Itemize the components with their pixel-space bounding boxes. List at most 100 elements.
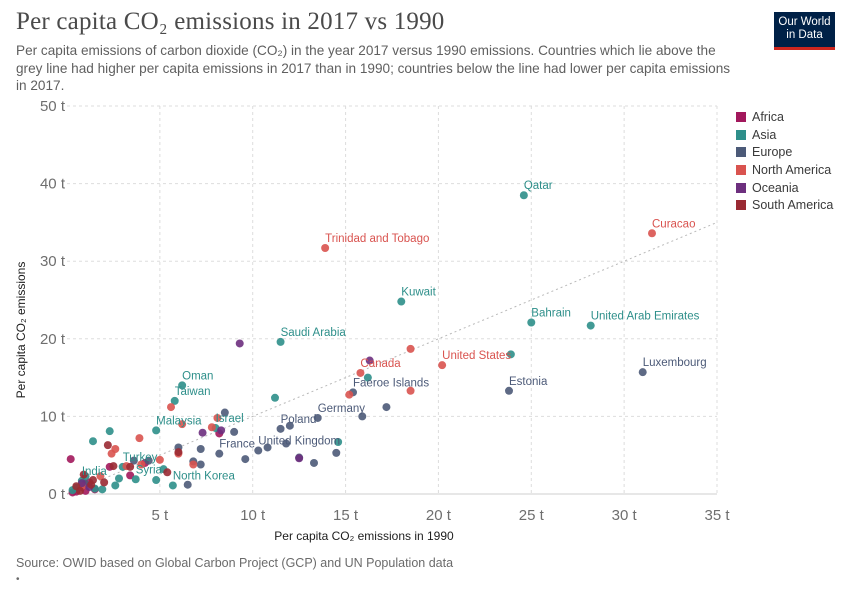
- data-point-north-america[interactable]: [207, 423, 216, 432]
- data-point-europe[interactable]: [505, 386, 513, 395]
- data-point-europe[interactable]: [332, 448, 341, 457]
- data-point-north-america[interactable]: [648, 229, 656, 238]
- data-point-asia[interactable]: [111, 481, 120, 490]
- data-point-asia[interactable]: [586, 321, 595, 330]
- data-point-north-america[interactable]: [135, 434, 144, 443]
- legend-swatch-oceania: [736, 182, 746, 193]
- data-point-north-america[interactable]: [107, 449, 116, 458]
- data-point-south-america[interactable]: [76, 486, 84, 495]
- data-point-south-america[interactable]: [109, 462, 118, 471]
- data-point-north-america[interactable]: [345, 390, 354, 399]
- data-point-europe[interactable]: [241, 455, 250, 464]
- point-labels: Qatar Curacao Trinidad and Tobago Kuwait Bah…: [82, 180, 707, 482]
- data-point-asia[interactable]: [170, 396, 179, 405]
- legend-label-oceania: Oceania: [752, 180, 799, 195]
- data-point-asia[interactable]: [178, 381, 187, 390]
- data-point-europe[interactable]: [230, 427, 239, 436]
- data-point-oceania[interactable]: [198, 428, 207, 437]
- y-tick-label: 0 t: [48, 486, 66, 503]
- data-point-europe[interactable]: [196, 444, 205, 453]
- data-point-oceania[interactable]: [217, 426, 226, 435]
- data-point-asia[interactable]: [519, 191, 528, 200]
- data-point-oceania[interactable]: [235, 339, 244, 348]
- data-point-asia[interactable]: [98, 485, 107, 494]
- legend-label-asia: Asia: [752, 127, 777, 142]
- grid-lines: [67, 105, 718, 495]
- data-point-asia[interactable]: [276, 337, 285, 346]
- data-point-asia[interactable]: [152, 476, 161, 485]
- x-tick-label: 25 t: [519, 507, 545, 524]
- data-point-south-america[interactable]: [103, 441, 112, 450]
- data-point-asia[interactable]: [397, 297, 406, 306]
- data-point-south-america[interactable]: [79, 470, 88, 479]
- point-label-united-states: United States: [442, 350, 511, 362]
- data-point-asia[interactable]: [334, 438, 343, 447]
- data-point-asia[interactable]: [105, 427, 114, 436]
- data-point-oceania[interactable]: [365, 356, 374, 365]
- data-point-europe[interactable]: [276, 424, 285, 433]
- data-point-europe[interactable]: [382, 403, 391, 412]
- data-point-north-america[interactable]: [178, 420, 187, 429]
- point-label-kuwait: Kuwait: [401, 287, 436, 299]
- data-point-north-america[interactable]: [189, 460, 198, 469]
- data-point-north-america[interactable]: [321, 244, 330, 253]
- data-point-europe[interactable]: [129, 456, 138, 465]
- data-point-asia[interactable]: [152, 426, 161, 435]
- data-point-south-america[interactable]: [163, 468, 172, 477]
- data-point-europe[interactable]: [144, 456, 153, 465]
- data-point-africa[interactable]: [66, 455, 75, 464]
- data-point-europe[interactable]: [285, 421, 294, 430]
- data-point-asia[interactable]: [271, 393, 279, 402]
- data-point-asia[interactable]: [506, 350, 515, 359]
- legend-item-europe[interactable]: Europe: [736, 143, 833, 161]
- data-point-europe[interactable]: [282, 439, 291, 448]
- data-point-asia[interactable]: [527, 318, 536, 327]
- data-point-asia[interactable]: [115, 474, 123, 483]
- x-tick-label: 5 t: [152, 507, 170, 524]
- legend-item-asia[interactable]: Asia: [736, 126, 833, 144]
- data-point-europe[interactable]: [310, 458, 318, 467]
- data-point-south-america[interactable]: [126, 462, 135, 471]
- data-point-south-america[interactable]: [87, 480, 96, 489]
- data-point-north-america[interactable]: [96, 472, 105, 481]
- y-tick-label: 30 t: [40, 253, 66, 270]
- point-label-united-arab-emirates: United Arab Emirates: [591, 311, 700, 323]
- point-label-germany: Germany: [318, 403, 366, 415]
- data-point-asia[interactable]: [363, 373, 372, 382]
- data-point-north-america[interactable]: [406, 344, 415, 353]
- data-point-north-america[interactable]: [213, 413, 222, 422]
- data-point-europe[interactable]: [215, 449, 224, 458]
- data-point-europe[interactable]: [313, 413, 322, 422]
- data-point-north-america[interactable]: [356, 368, 365, 377]
- data-point-europe[interactable]: [220, 408, 229, 417]
- legend-swatch-europe: [736, 147, 746, 158]
- data-point-north-america[interactable]: [438, 361, 447, 370]
- owid-logo[interactable]: Our World in Data: [774, 12, 835, 50]
- point-label-estonia: Estonia: [509, 376, 548, 388]
- data-point-north-america[interactable]: [167, 403, 175, 412]
- legend-swatch-north-america: [736, 164, 746, 175]
- legend-item-north-america[interactable]: North America: [736, 161, 833, 179]
- data-point-europe[interactable]: [638, 368, 647, 377]
- data-point-europe[interactable]: [196, 460, 205, 469]
- legend-item-oceania[interactable]: Oceania: [736, 179, 833, 197]
- legend-item-africa[interactable]: Africa: [736, 108, 833, 126]
- data-point-europe[interactable]: [254, 446, 263, 455]
- x-tick-label: 15 t: [333, 507, 359, 524]
- data-point-north-america[interactable]: [406, 386, 415, 395]
- data-point-south-america[interactable]: [174, 448, 183, 457]
- point-label-faeroe-islands: Faeroe Islands: [353, 377, 429, 389]
- data-point-north-america[interactable]: [137, 460, 146, 469]
- data-point-oceania[interactable]: [295, 454, 304, 463]
- data-point-south-america[interactable]: [100, 478, 109, 487]
- y-tick-label: 50 t: [40, 98, 66, 115]
- data-point-north-america[interactable]: [155, 455, 164, 464]
- data-point-asia[interactable]: [131, 475, 140, 484]
- data-point-europe[interactable]: [358, 412, 367, 421]
- data-point-asia[interactable]: [89, 437, 97, 446]
- legend-item-south-america[interactable]: South America: [736, 196, 833, 214]
- data-point-asia[interactable]: [168, 481, 177, 490]
- data-point-europe[interactable]: [263, 443, 272, 452]
- data-point-europe[interactable]: [183, 480, 192, 489]
- data-point-africa[interactable]: [126, 471, 135, 480]
